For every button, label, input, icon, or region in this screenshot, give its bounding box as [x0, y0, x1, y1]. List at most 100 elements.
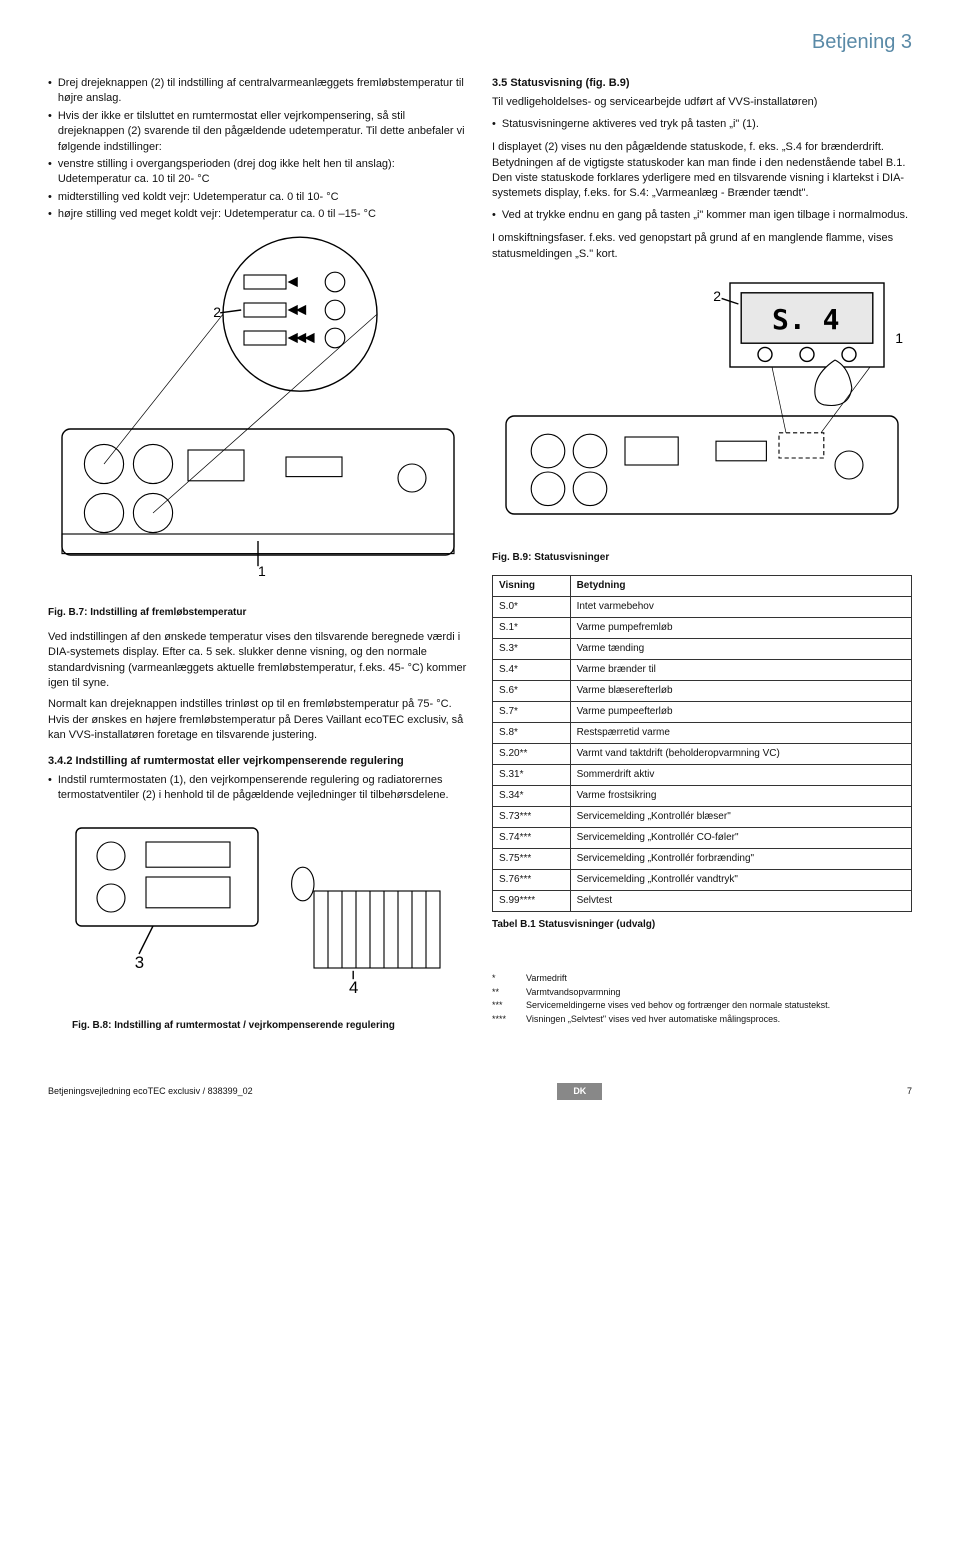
right-column: 3.5 Statusvisning (fig. B.9) Til vedlige… — [492, 76, 912, 1043]
table-row: S.74***Servicemelding „Kontrollér CO-føl… — [493, 828, 912, 849]
table-row: S.99****Selvtest — [493, 891, 912, 912]
table-cell: Varmt vand taktdrift (beholderopvarmning… — [570, 744, 911, 765]
sub-2: midterstilling ved koldt vejr: Udetemper… — [48, 190, 468, 205]
table-cell: Intet varmebehov — [570, 597, 911, 618]
fig8-label-4: 4 — [349, 978, 358, 996]
table-row: S.4*Varme brænder til — [493, 660, 912, 681]
th-betydning: Betydning — [570, 576, 911, 597]
footer: Betjeningsvejledning ecoTEC exclusiv / 8… — [48, 1083, 912, 1100]
table-cell: Varme brænder til — [570, 660, 911, 681]
table-caption: Tabel B.1 Statusvisninger (udvalg) — [492, 918, 912, 932]
bullet-1-text: Drej drejeknappen (2) til indstilling af… — [58, 76, 468, 107]
s35-p2: I displayet (2) vises nu den pågældende … — [492, 140, 912, 202]
p3: Ved indstillingen af den ønskede tempera… — [48, 630, 468, 692]
table-cell: Servicemelding „Kontrollér CO-føler" — [570, 828, 911, 849]
sub-3-text: højre stilling ved meget koldt vejr: Ude… — [58, 207, 376, 222]
legend-val: Servicemeldingerne vises ved behov og fo… — [526, 999, 830, 1012]
table-cell: Servicemelding „Kontrollér vandtryk" — [570, 870, 911, 891]
sec-342-b1: Indstil rumtermostaten (1), den vejrkomp… — [48, 773, 468, 804]
footer-page: 7 — [907, 1085, 912, 1098]
table-cell: S.6* — [493, 681, 571, 702]
table-cell: S.8* — [493, 723, 571, 744]
table-cell: S.75*** — [493, 849, 571, 870]
table-cell: S.0* — [493, 597, 571, 618]
fig9-display: S. 4 — [772, 303, 839, 336]
legend-val: Varmedrift — [526, 972, 567, 985]
legend-key: * — [492, 972, 526, 985]
legend-val: Varmtvandsopvarmning — [526, 986, 620, 999]
table-cell: S.74*** — [493, 828, 571, 849]
table-row: S.0*Intet varmebehov — [493, 597, 912, 618]
fig9-label-2: 2 — [713, 288, 721, 304]
fig-b7-caption: Fig. B.7: Indstilling af fremløbstempera… — [48, 606, 468, 620]
s35-b2-text: Ved at trykke endnu en gang på tasten „i… — [502, 208, 908, 223]
sec-342-b1-text: Indstil rumtermostaten (1), den vejrkomp… — [58, 773, 468, 804]
legend-row: *Varmedrift — [492, 972, 912, 985]
table-row: S.1*Varme pumpefremløb — [493, 618, 912, 639]
bullet-2: Hvis der ikke er tilsluttet en rumtermos… — [48, 109, 468, 155]
th-visning: Visning — [493, 576, 571, 597]
table-row: S.20**Varmt vand taktdrift (beholderopva… — [493, 744, 912, 765]
table-cell: S.4* — [493, 660, 571, 681]
s35-b1-text: Statusvisningerne aktiveres ved tryk på … — [502, 117, 759, 132]
sub-1: venstre stilling i overgangsperioden (dr… — [48, 157, 468, 188]
table-row: S.76***Servicemelding „Kontrollér vandtr… — [493, 870, 912, 891]
table-cell: S.31* — [493, 765, 571, 786]
legend-key: ** — [492, 986, 526, 999]
table-cell: Varme tænding — [570, 639, 911, 660]
bullet-2-text: Hvis der ikke er tilsluttet en rumtermos… — [58, 109, 468, 155]
figure-b7-svg: 2 1 — [48, 233, 468, 597]
table-cell: Varme pumpeefterløb — [570, 702, 911, 723]
sub-1-text: venstre stilling i overgangsperioden (dr… — [58, 157, 468, 188]
fig-b9-caption: Fig. B.9: Statusvisninger — [492, 551, 912, 565]
sec-342-head: 3.4.2 Indstilling af rumtermostat eller … — [48, 754, 468, 769]
table-cell: S.99**** — [493, 891, 571, 912]
footer-doc: Betjeningsvejledning ecoTEC exclusiv / 8… — [48, 1085, 253, 1098]
table-cell: S.73*** — [493, 807, 571, 828]
footer-badge: DK — [557, 1083, 602, 1100]
table-cell: Selvtest — [570, 891, 911, 912]
table-cell: Varme blæserefterløb — [570, 681, 911, 702]
table-cell: S.20** — [493, 744, 571, 765]
s35-b2: Ved at trykke endnu en gang på tasten „i… — [492, 208, 912, 223]
table-cell: Varme pumpefremløb — [570, 618, 911, 639]
figure-b9-svg: S. 4 2 1 — [492, 276, 912, 542]
figure-b8-svg: 3 4 — [48, 814, 468, 996]
legend-row: ***Servicemeldingerne vises ved behov og… — [492, 999, 912, 1012]
left-column: Drej drejeknappen (2) til indstilling af… — [48, 76, 468, 1043]
table-row: S.73***Servicemelding „Kontrollér blæser… — [493, 807, 912, 828]
table-cell: Varme frostsikring — [570, 786, 911, 807]
legend-row: ****Visningen „Selvtest" vises ved hver … — [492, 1013, 912, 1026]
main-columns: Drej drejeknappen (2) til indstilling af… — [48, 76, 912, 1043]
status-table: Visning Betydning S.0*Intet varmebehovS.… — [492, 575, 912, 912]
table-cell: S.7* — [493, 702, 571, 723]
table-cell: S.34* — [493, 786, 571, 807]
sub-3: højre stilling ved meget koldt vejr: Ude… — [48, 207, 468, 222]
table-cell: Sommerdrift aktiv — [570, 765, 911, 786]
table-row: S.8*Restspærretid varme — [493, 723, 912, 744]
fig-b8-caption: Fig. B.8: Indstilling af rumtermostat / … — [48, 1019, 468, 1033]
legend-key: *** — [492, 999, 526, 1012]
table-row: S.31*Sommerdrift aktiv — [493, 765, 912, 786]
fig8-label-3: 3 — [135, 953, 144, 972]
legend: *Varmedrift**Varmtvandsopvarmning***Serv… — [492, 972, 912, 1025]
s35-b1: Statusvisningerne aktiveres ved tryk på … — [492, 117, 912, 132]
table-row: S.34*Varme frostsikring — [493, 786, 912, 807]
page-header: Betjening 3 — [48, 28, 912, 56]
legend-val: Visningen „Selvtest" vises ved hver auto… — [526, 1013, 780, 1026]
sub-2-text: midterstilling ved koldt vejr: Udetemper… — [58, 190, 339, 205]
table-row: S.7*Varme pumpeefterløb — [493, 702, 912, 723]
table-row: S.3*Varme tænding — [493, 639, 912, 660]
p4: Normalt kan drejeknappen indstilles trin… — [48, 697, 468, 743]
s35-p3: I omskiftningsfaser. f.eks. ved genopsta… — [492, 231, 912, 262]
table-cell: Restspærretid varme — [570, 723, 911, 744]
table-cell: S.3* — [493, 639, 571, 660]
fig7-label-1: 1 — [258, 563, 266, 579]
table-cell: Servicemelding „Kontrollér forbrænding" — [570, 849, 911, 870]
table-row: S.6*Varme blæserefterløb — [493, 681, 912, 702]
legend-row: **Varmtvandsopvarmning — [492, 986, 912, 999]
table-cell: S.1* — [493, 618, 571, 639]
table-cell: Servicemelding „Kontrollér blæser" — [570, 807, 911, 828]
sec-35-head: 3.5 Statusvisning (fig. B.9) — [492, 76, 912, 91]
fig9-label-1: 1 — [895, 330, 903, 346]
